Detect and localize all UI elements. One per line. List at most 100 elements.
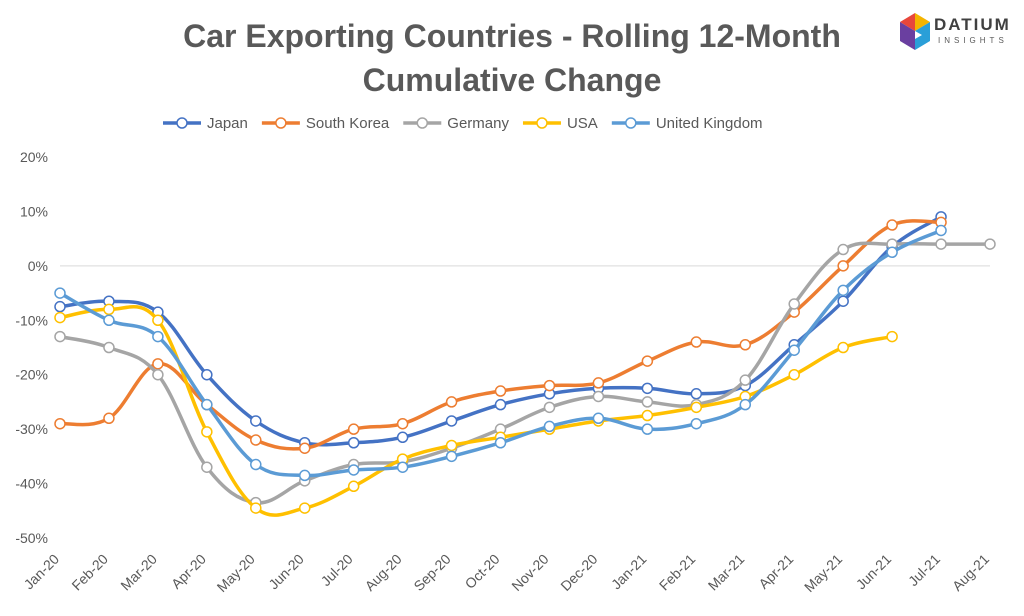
data-point (592, 377, 605, 389)
data-point (396, 461, 409, 473)
data-point (103, 303, 115, 316)
data-point (739, 374, 752, 386)
data-point (54, 417, 66, 430)
data-point (592, 390, 605, 403)
data-point (201, 426, 213, 438)
data-point (201, 398, 213, 411)
data-point (54, 311, 66, 324)
chart-title-line2: Cumulative Change (362, 62, 662, 98)
logo-wordmark: DATIUM (934, 15, 1011, 34)
y-tick-label: 0% (28, 258, 48, 274)
data-point (837, 341, 849, 354)
data-point (788, 344, 800, 356)
legend-label: South Korea (306, 115, 390, 132)
datium-cube-icon (900, 13, 930, 50)
data-point (984, 238, 996, 250)
x-tick-label: Jan-20 (21, 551, 63, 593)
x-tick-label: May-20 (214, 551, 258, 595)
legend-label: Germany (447, 115, 509, 132)
x-tick-label: Feb-21 (656, 551, 699, 594)
data-point (935, 238, 947, 250)
y-tick-label: 10% (20, 203, 48, 219)
chart-title: Car Exporting Countries - Rolling 12-Mon… (112, 14, 912, 102)
data-point (445, 415, 458, 427)
data-point (494, 437, 507, 449)
data-point (690, 388, 703, 400)
data-point (250, 458, 262, 471)
logo-subtitle: INSIGHTS (938, 36, 1008, 45)
legend-item: USA (522, 115, 598, 132)
data-point (494, 385, 507, 397)
data-point (347, 423, 360, 435)
data-point (347, 437, 360, 449)
legend-swatch-marker (536, 117, 548, 129)
x-tick-label: Nov-20 (508, 551, 551, 594)
data-point (543, 401, 556, 414)
data-point (641, 423, 654, 435)
x-tick-label: Mar-20 (117, 551, 160, 594)
data-point (298, 469, 311, 482)
data-point (739, 398, 752, 411)
data-point (396, 431, 409, 444)
data-point (641, 382, 654, 395)
legend-item: Germany (403, 115, 509, 132)
data-point (152, 314, 164, 327)
x-axis: Jan-20 Feb-20 Mar-20 Apr-20 May-20 Jun-20 Jul-… (21, 551, 993, 595)
data-point (592, 412, 605, 425)
chart-legend: Japan South Korea Germany USA United Kingdom (163, 115, 763, 132)
x-tick-label: Jul-20 (318, 551, 356, 589)
data-point (152, 330, 164, 343)
series-south-korea (54, 216, 947, 454)
series-united-kingdom (54, 224, 947, 482)
data-point (788, 298, 800, 310)
data-point (250, 415, 262, 427)
data-point (445, 450, 458, 463)
x-tick-label: May-21 (801, 551, 845, 595)
x-tick-label: Aug-21 (949, 551, 992, 594)
data-point (886, 246, 898, 258)
x-tick-label: Oct-20 (462, 551, 503, 592)
data-point (543, 420, 556, 433)
data-point (837, 295, 849, 307)
data-point (54, 330, 66, 343)
data-point (837, 260, 849, 272)
y-tick-label: -40% (15, 476, 48, 492)
data-point (445, 439, 458, 452)
data-point (788, 368, 800, 381)
data-point (152, 368, 164, 381)
y-tick-label: -50% (15, 530, 48, 546)
y-tick-label: -20% (15, 367, 48, 383)
data-point (494, 398, 507, 411)
series-line (58, 219, 943, 451)
legend-item: United Kingdom (611, 115, 763, 132)
y-tick-label: -30% (15, 421, 48, 437)
legend-swatch-marker (176, 117, 188, 129)
data-point (347, 480, 360, 493)
data-point (641, 355, 654, 367)
x-tick-label: Aug-20 (362, 551, 405, 594)
legend-label: Japan (207, 115, 248, 132)
data-point (103, 412, 115, 425)
data-point (690, 336, 703, 348)
x-tick-label: Jan-21 (608, 551, 650, 593)
y-tick-label: -10% (15, 312, 48, 328)
data-point (935, 224, 947, 237)
legend-swatch-marker (625, 117, 637, 129)
data-point (641, 396, 654, 408)
data-point (837, 243, 849, 256)
legend-swatch-marker (275, 117, 287, 129)
data-point (543, 379, 556, 392)
data-point (298, 502, 311, 514)
data-point (250, 502, 262, 514)
data-point (54, 287, 66, 299)
x-tick-label: Feb-20 (68, 551, 111, 594)
data-point (641, 409, 654, 422)
legend-label: USA (567, 115, 598, 132)
data-point (250, 434, 262, 446)
legend-item: Japan (163, 115, 248, 132)
data-point (103, 341, 115, 354)
data-point (152, 358, 164, 370)
legend-swatch-marker (416, 117, 429, 129)
x-tick-label: Sep-20 (410, 551, 453, 594)
